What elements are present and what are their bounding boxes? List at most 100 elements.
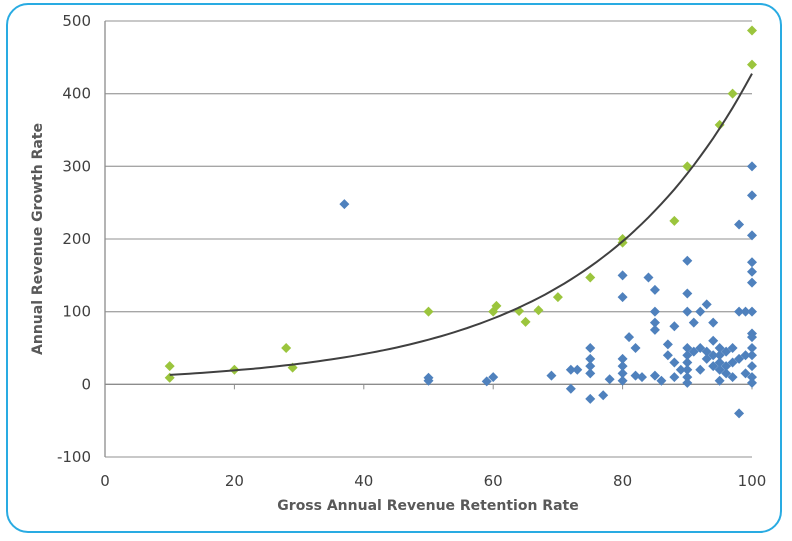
blue-data-point xyxy=(747,343,757,353)
green-data-point xyxy=(714,119,725,130)
blue-data-point xyxy=(682,364,693,375)
green-data-point xyxy=(491,300,502,311)
blue-data-point xyxy=(740,368,751,379)
green-data-point xyxy=(727,88,738,99)
blue-data-point xyxy=(617,375,628,386)
blue-data-point xyxy=(488,372,499,383)
blue-data-point xyxy=(714,364,725,375)
green-data-point xyxy=(747,25,757,36)
y-tick-label: 300 xyxy=(62,157,91,175)
green-data-point xyxy=(552,292,563,303)
blue-data-point xyxy=(649,324,660,335)
blue-data-point xyxy=(682,372,693,383)
blue-data-point xyxy=(727,343,738,353)
blue-data-point xyxy=(572,364,583,375)
blue-data-point xyxy=(688,346,699,357)
y-tick-label: -100 xyxy=(57,448,91,466)
blue-data-point xyxy=(747,266,757,277)
x-tick-label: 60 xyxy=(484,472,503,490)
blue-data-point xyxy=(649,317,660,328)
blue-data-point xyxy=(682,377,693,388)
y-tick-label: 400 xyxy=(62,85,91,103)
y-tick-label: 500 xyxy=(62,12,91,30)
blue-data-point xyxy=(617,292,628,303)
blue-data-point xyxy=(682,357,693,368)
blue-data-point xyxy=(721,346,732,357)
x-tick-label: 80 xyxy=(613,472,632,490)
green-data-point xyxy=(747,59,757,70)
trendline xyxy=(169,73,753,376)
blue-data-point xyxy=(714,343,725,353)
green-data-point xyxy=(281,343,292,353)
blue-data-point xyxy=(747,377,757,388)
blue-data-point xyxy=(747,230,757,241)
blue-data-point xyxy=(423,375,434,386)
blue-data-point xyxy=(637,372,648,383)
blue-data-point xyxy=(662,339,673,350)
y-axis-title: Annual Revenue Growth Rate xyxy=(30,123,46,355)
blue-data-point xyxy=(649,284,660,295)
blue-data-point xyxy=(565,364,576,375)
blue-data-point xyxy=(630,343,641,353)
blue-data-point xyxy=(617,368,628,379)
blue-data-point xyxy=(649,370,660,381)
blue-data-point xyxy=(747,161,757,172)
blue-data-point xyxy=(669,357,680,368)
blue-data-point xyxy=(546,370,557,381)
x-tick-label: 0 xyxy=(100,472,110,490)
blue-data-point xyxy=(688,317,699,328)
blue-data-point xyxy=(734,219,745,230)
y-tick-label: 200 xyxy=(62,230,91,248)
blue-data-point xyxy=(565,383,576,394)
blue-data-point xyxy=(747,257,757,268)
blue-data-point xyxy=(695,364,706,375)
blue-data-point xyxy=(747,361,757,372)
blue-data-point xyxy=(649,306,660,317)
blue-data-point xyxy=(585,343,596,353)
blue-data-point xyxy=(734,306,745,317)
blue-data-point xyxy=(747,332,757,343)
blue-data-point xyxy=(598,390,609,401)
blue-data-point xyxy=(656,375,667,386)
blue-data-point xyxy=(682,288,693,299)
blue-data-point xyxy=(630,370,641,381)
blue-data-point xyxy=(714,357,725,368)
blue-data-point xyxy=(669,321,680,332)
blue-data-point xyxy=(734,353,745,364)
blue-data-point xyxy=(585,361,596,372)
blue-data-point xyxy=(708,350,719,361)
y-tick-label: 100 xyxy=(62,303,91,321)
blue-data-point xyxy=(714,350,725,361)
blue-data-point xyxy=(675,364,686,375)
blue-data-point xyxy=(682,306,693,317)
blue-data-point xyxy=(585,353,596,364)
blue-data-point xyxy=(727,357,738,368)
blue-data-point xyxy=(695,306,706,317)
blue-data-point xyxy=(740,306,751,317)
blue-data-point xyxy=(695,343,706,353)
blue-data-point xyxy=(701,299,712,310)
blue-data-point xyxy=(734,408,745,419)
blue-data-point xyxy=(708,317,719,328)
blue-data-point xyxy=(701,353,712,364)
x-axis-title: Gross Annual Revenue Retention Rate xyxy=(277,498,578,514)
x-tick-label: 40 xyxy=(354,472,373,490)
blue-data-point xyxy=(721,361,732,372)
x-tick-label: 100 xyxy=(738,472,767,490)
green-data-point xyxy=(520,316,531,327)
x-tick-label: 20 xyxy=(225,472,244,490)
blue-data-point xyxy=(721,368,732,379)
blue-data-point xyxy=(662,350,673,361)
y-tick-label: 0 xyxy=(81,375,91,393)
blue-data-point xyxy=(714,375,725,386)
green-data-point xyxy=(533,305,544,316)
blue-data-point xyxy=(604,374,615,385)
blue-data-point xyxy=(617,270,628,281)
blue-data-point xyxy=(747,277,757,288)
blue-data-point xyxy=(585,368,596,379)
blue-data-point xyxy=(747,372,757,383)
blue-data-point xyxy=(624,332,635,343)
blue-data-point xyxy=(339,199,350,210)
blue-data-point xyxy=(740,350,751,361)
